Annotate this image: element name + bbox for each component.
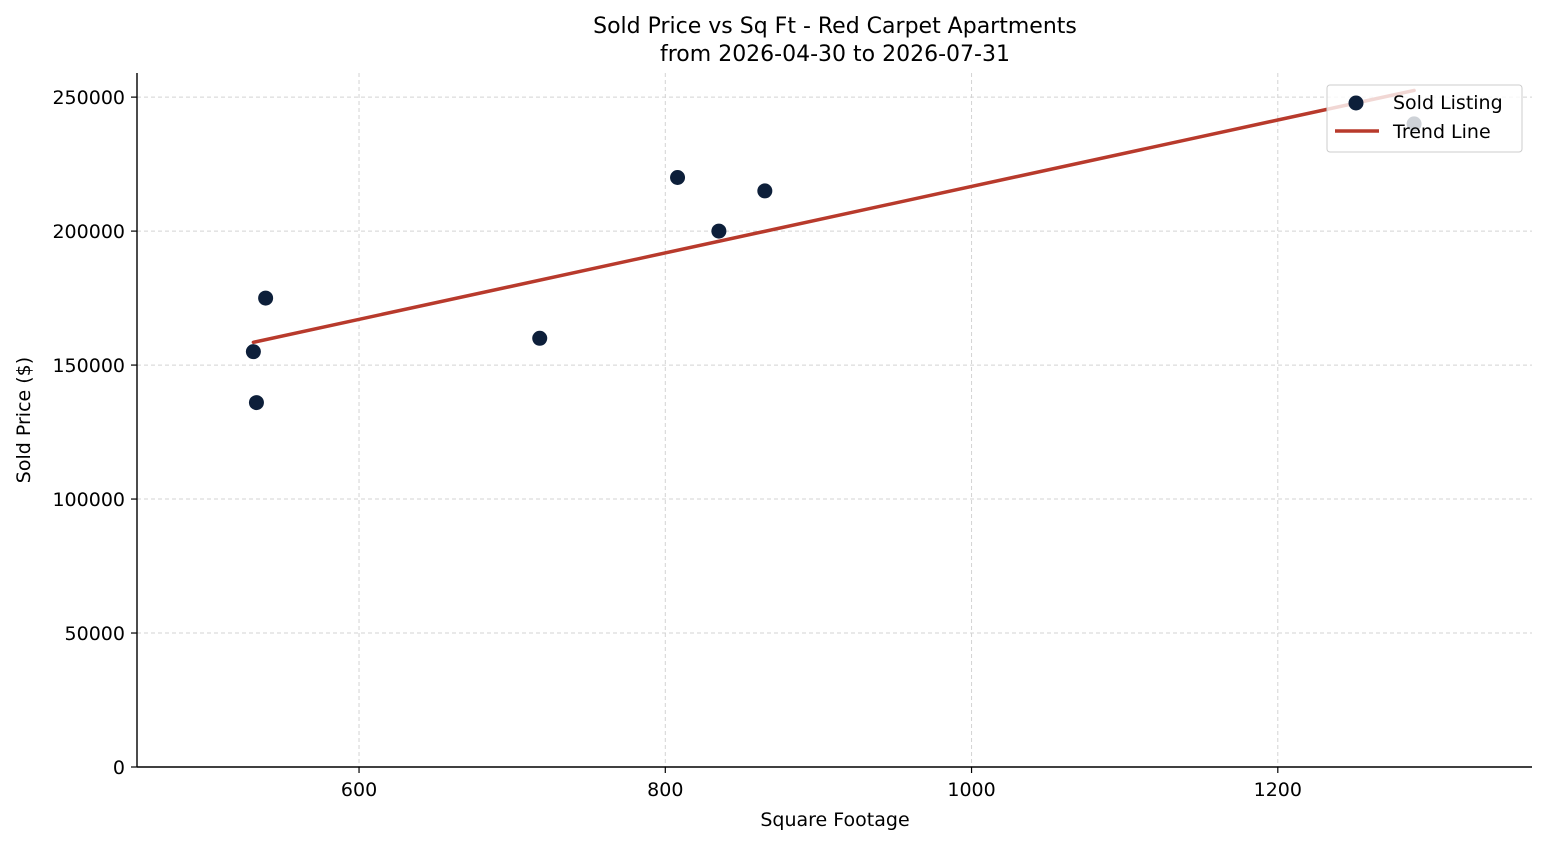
chart-title: Sold Price vs Sq Ft - Red Carpet Apartme… (593, 14, 1077, 39)
y-tick-label: 150000 (52, 355, 125, 377)
y-ticks: 0 50000 100000 150000 200000 250000 (52, 87, 137, 779)
y-tick-label: 0 (113, 757, 125, 779)
scatter-point (245, 344, 261, 360)
scatter-point (258, 290, 274, 306)
scatter-point (532, 330, 548, 346)
scatter-point (670, 170, 686, 186)
y-tick-label: 250000 (52, 87, 125, 109)
grid-lines (137, 73, 1532, 767)
y-tick-label: 50000 (65, 623, 125, 645)
legend: Sold Listing Trend Line (1326, 84, 1523, 153)
trend-line-series (251, 88, 1416, 345)
chart-subtitle: from 2026-04-30 to 2026-07-31 (660, 42, 1010, 67)
scatter-series (245, 116, 1422, 411)
legend-box (1326, 84, 1523, 153)
y-axis-label: Sold Price ($) (13, 357, 35, 483)
scatter-point (711, 223, 727, 239)
scatter-point (248, 395, 264, 411)
x-axis-label: Square Footage (760, 809, 909, 831)
y-tick-label: 200000 (52, 221, 125, 243)
x-tick-label: 800 (647, 779, 683, 801)
x-ticks: 600 800 1000 1200 (341, 767, 1302, 801)
trend-line (251, 88, 1416, 345)
legend-marker-sold-listing (1348, 95, 1364, 111)
x-tick-label: 1200 (1254, 779, 1302, 801)
y-tick-label: 100000 (52, 489, 125, 511)
legend-label-trend-line: Trend Line (1392, 121, 1491, 143)
x-tick-label: 600 (341, 779, 377, 801)
scatter-point (757, 183, 773, 199)
legend-label-sold-listing: Sold Listing (1393, 92, 1503, 114)
x-tick-label: 1000 (947, 779, 995, 801)
